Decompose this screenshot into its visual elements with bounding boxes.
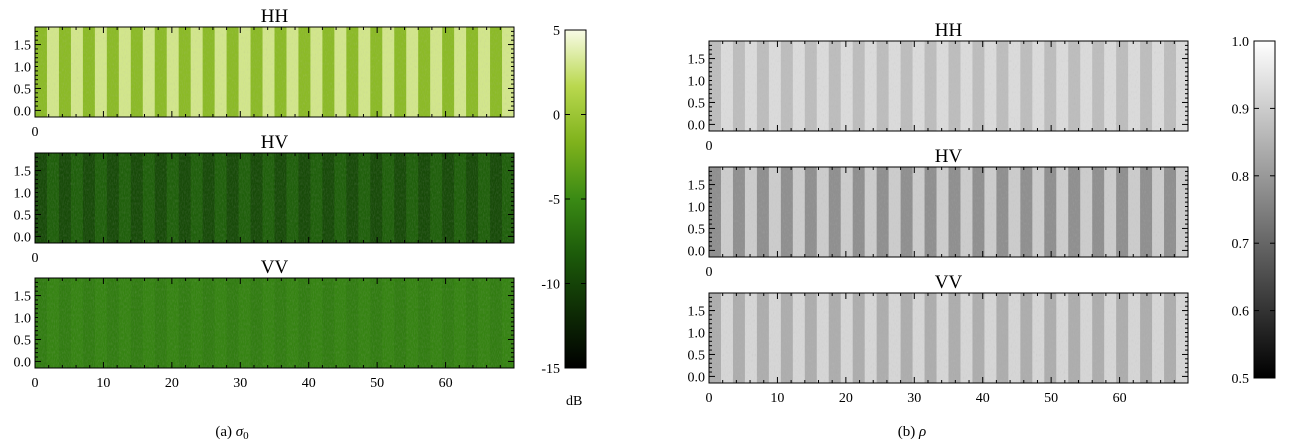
- y-tick-label: 0.5: [14, 208, 32, 223]
- colorbar-tick-label: 1.0: [1232, 35, 1250, 50]
- plot-frame: [708, 166, 1189, 258]
- colorbar-tick-label: 0.7: [1232, 237, 1250, 252]
- x-tick-label: 30: [233, 376, 247, 391]
- subplot-b-hv: HV 0.0 0.5 1.0 1.5 0: [688, 146, 1189, 280]
- colorbar-a-unit: dB: [566, 394, 582, 409]
- x-tick-label: 60: [1113, 391, 1127, 406]
- colorbar-tick-label: 0: [553, 109, 560, 124]
- colorbar-tick-label: -5: [548, 193, 560, 208]
- y-tick-label: 1.5: [688, 305, 706, 320]
- x-tick-label: 30: [907, 391, 921, 406]
- caption-b-prefix: (b): [898, 424, 919, 440]
- y-tick-label: 1.5: [688, 179, 706, 194]
- colorbar-tick-label: 5: [553, 24, 560, 39]
- subplot-b-vv: VV 0.0 0.5 1.0 1.5 0 10 20 30 40 50 60: [688, 272, 1189, 406]
- colorbar-tick-label: 0.9: [1232, 102, 1250, 117]
- y-tick-label: 1.0: [688, 201, 706, 216]
- colorbar-a: 5 0 -5 -10 -15 dB: [541, 24, 587, 409]
- y-tick-label: 0.5: [14, 333, 32, 348]
- caption-a-prefix: (a): [215, 424, 235, 440]
- colorbar-tick-label: 0.5: [1232, 372, 1250, 387]
- y-tick-label: 1.0: [14, 312, 32, 327]
- subplot-title: HV: [935, 146, 963, 167]
- heatmap-texture: [35, 27, 514, 117]
- x-tick-label: 20: [839, 391, 853, 406]
- y-tick-label: 0.0: [14, 230, 32, 245]
- subplot-a-hv: HV 0.0 0.5 1.0 1.5 0: [14, 132, 515, 266]
- subplot-title: HH: [935, 20, 963, 41]
- x-tick-label: 20: [165, 376, 179, 391]
- x-tick-label: 0: [706, 265, 713, 280]
- y-tick-label: 1.5: [688, 53, 706, 68]
- y-tick-label: 0.5: [688, 96, 706, 111]
- x-tick-label: 0: [706, 139, 713, 154]
- y-tick-label: 1.0: [14, 187, 32, 202]
- y-tick-label: 1.0: [688, 327, 706, 342]
- heatmap-texture: [709, 167, 1188, 257]
- x-tick-label: 40: [302, 376, 316, 391]
- panel-b-rho: HH 0.0 0.5 1.0 1.5 0 HV 0.0 0.5 1.0 1.5 0 VV 0.0 0.5 1.…: [688, 20, 1189, 406]
- x-tick-label: 50: [1044, 391, 1058, 406]
- colorbar-b: 1.0 0.9 0.8 0.7 0.6 0.5: [1232, 35, 1276, 387]
- subplot-a-hh: HH 0.0 0.5 1.0 1.5 0: [14, 6, 515, 140]
- y-tick-label: 0.5: [688, 348, 706, 363]
- plot-frame: [34, 26, 515, 118]
- colorbar-b-ticks: 1.0 0.9 0.8 0.7 0.6 0.5: [1232, 35, 1275, 387]
- x-tick-label: 0: [706, 391, 713, 406]
- y-tick-label: 0.0: [14, 355, 32, 370]
- y-tick-label: 1.5: [14, 165, 32, 180]
- y-tick-label: 0.5: [688, 222, 706, 237]
- subplot-title: VV: [935, 272, 963, 293]
- x-tick-label: 0: [32, 251, 39, 266]
- subplot-title: HH: [261, 6, 289, 27]
- x-tick-label: 40: [976, 391, 990, 406]
- colorbar-b-bar: [1253, 40, 1276, 379]
- caption-a-symbol: σ: [236, 424, 244, 440]
- x-tick-label: 0: [32, 125, 39, 140]
- caption-b-symbol: ρ: [918, 424, 926, 440]
- x-tick-label: 60: [439, 376, 453, 391]
- caption-b: (b) ρ: [898, 424, 926, 440]
- x-tick-label: 50: [370, 376, 384, 391]
- y-tick-label: 0.0: [14, 104, 32, 119]
- plot-frame: [34, 152, 515, 244]
- caption-a-subscript: 0: [243, 430, 249, 442]
- colorbar-tick-label: 0.8: [1232, 170, 1250, 185]
- subplot-b-hh: HH 0.0 0.5 1.0 1.5 0: [688, 20, 1189, 154]
- y-tick-label: 0.0: [688, 244, 706, 259]
- y-tick-label: 1.5: [14, 290, 32, 305]
- caption-a: (a) σ0: [215, 424, 249, 442]
- y-tick-label: 0.0: [688, 370, 706, 385]
- x-tick-label: 10: [770, 391, 784, 406]
- heatmap-texture: [709, 293, 1188, 383]
- colorbar-tick-label: -10: [541, 278, 560, 293]
- plot-frame: [708, 40, 1189, 132]
- colorbar-tick-label: -15: [541, 362, 560, 377]
- heatmap-texture: [35, 278, 514, 368]
- x-tick-label: 0: [32, 376, 39, 391]
- y-tick-label: 0.0: [688, 118, 706, 133]
- plot-frame: [708, 292, 1189, 384]
- colorbar-tick-label: 0.6: [1232, 305, 1250, 320]
- x-tick-label: 10: [96, 376, 110, 391]
- y-tick-label: 1.0: [14, 61, 32, 76]
- heatmap-texture: [709, 41, 1188, 131]
- heatmap-texture: [35, 153, 514, 243]
- colorbar-a-ticks: 5 0 -5 -10 -15: [541, 24, 586, 377]
- subplot-title: HV: [261, 132, 289, 153]
- y-tick-label: 1.5: [14, 39, 32, 54]
- y-tick-label: 0.5: [14, 82, 32, 97]
- subplot-a-vv: VV 0.0 0.5 1.0 1.5 0 10 20 30 40 50 60: [14, 257, 515, 391]
- subplot-title: VV: [261, 257, 289, 278]
- plot-frame: [34, 277, 515, 369]
- panel-a-sigma0: HH 0.0 0.5 1.0 1.5 0 HV 0.0 0.5 1.0 1.5 0 VV 0.0 0.5 1.…: [14, 6, 515, 391]
- y-tick-label: 1.0: [688, 75, 706, 90]
